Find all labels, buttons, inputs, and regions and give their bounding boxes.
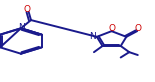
- Text: O: O: [135, 24, 142, 33]
- Text: N: N: [18, 23, 25, 32]
- Text: O: O: [24, 5, 31, 14]
- Text: N: N: [89, 32, 96, 41]
- Text: O: O: [108, 24, 115, 33]
